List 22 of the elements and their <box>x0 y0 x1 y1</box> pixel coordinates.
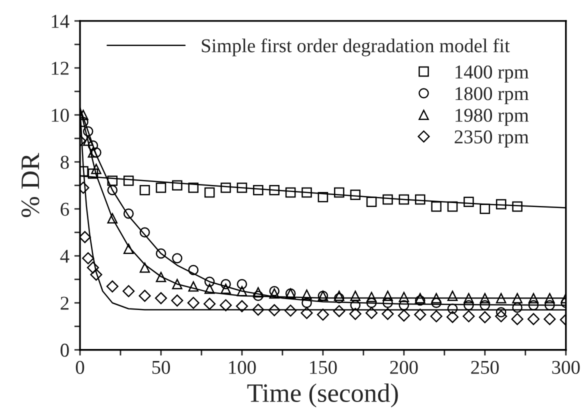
y-tick-label: 8 <box>60 156 69 169</box>
y-tick-label: 6 <box>60 202 70 216</box>
y-axis-title: % DR <box>21 152 40 218</box>
x-tick-label: 250 <box>471 360 499 374</box>
y-tick-label: 0 <box>60 344 69 357</box>
x-tick-label: 100 <box>229 360 256 374</box>
x-tick-label: 200 <box>390 360 418 374</box>
legend-label: 1800 rpm <box>456 87 529 104</box>
x-tick-label: 0 <box>76 360 84 374</box>
y-tick-label: 2 <box>60 296 69 310</box>
legend-label: 1980 rpm <box>456 108 529 126</box>
x-tick-label: 50 <box>152 360 170 374</box>
y-tick-label: 12 <box>52 62 69 75</box>
y-tick-label: 10 <box>52 108 69 122</box>
legend-label: Simple first order degradation model fit <box>202 38 510 56</box>
legend-label: 2350 rpm <box>454 130 529 148</box>
x-axis-title: Time (second) <box>247 383 398 408</box>
legend-label: 1400 rpm <box>456 65 529 83</box>
y-tick-label: 4 <box>60 250 70 263</box>
x-tick-label: 300 <box>552 360 580 374</box>
y-tick-label: 14 <box>52 14 70 28</box>
x-tick-label: 150 <box>310 360 337 374</box>
